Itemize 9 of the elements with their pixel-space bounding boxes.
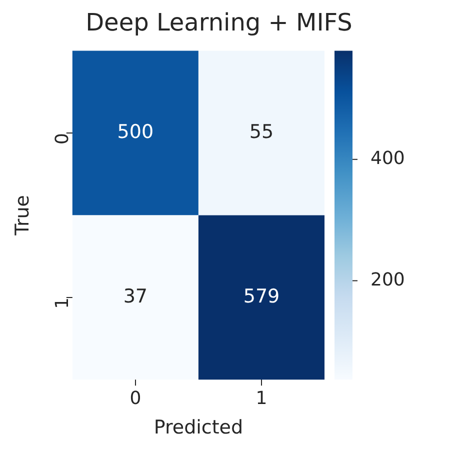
- y-axis-title: True: [11, 195, 34, 236]
- x-axis-title: Predicted: [154, 416, 244, 439]
- color-bar-label: 400: [370, 148, 405, 170]
- data-label: 500: [117, 120, 154, 143]
- data-label: 579: [243, 285, 280, 308]
- color-bar-label: 200: [370, 269, 405, 290]
- chart-title: Deep Learning + MIFS: [86, 8, 352, 37]
- data-label: 55: [249, 120, 274, 143]
- data-label: 37: [123, 285, 148, 308]
